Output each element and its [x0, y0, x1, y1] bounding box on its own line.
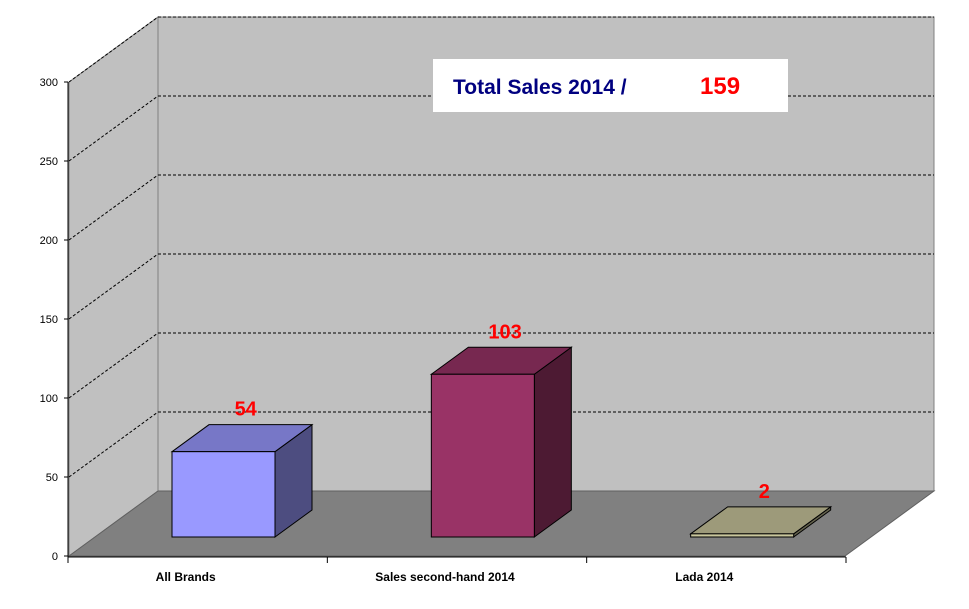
category-label-1: Sales second-hand 2014: [375, 570, 515, 584]
y-tick-label-3: 150: [40, 314, 58, 326]
bar-front-1: [430, 373, 535, 538]
y-tick-label-2: 100: [40, 393, 58, 405]
bar-front-2: [690, 533, 795, 538]
bar-front-0: [171, 451, 276, 538]
y-tick-label-6: 300: [40, 77, 58, 89]
y-tick-label-1: 50: [46, 472, 58, 484]
data-label-0: 54: [235, 399, 258, 421]
data-labels: 54 103 2: [235, 321, 770, 503]
y-tick-label-0: 0: [52, 551, 58, 563]
gridline-diagonal-5: [68, 95, 159, 162]
bars: [170, 346, 833, 538]
bar-2: [689, 505, 833, 538]
bar-side-1: [533, 346, 572, 538]
title-box: Total Sales 2014 / 159: [433, 59, 788, 112]
data-label-2: 2: [759, 481, 770, 503]
total-value: 159: [700, 73, 740, 100]
y-tick-label-4: 200: [40, 235, 58, 247]
category-label-2: Lada 2014: [675, 570, 733, 584]
gridline-diagonal-3: [68, 253, 159, 320]
category-labels: All Brands Sales second-hand 2014 Lada 201…: [67, 557, 847, 584]
gridline-diagonal-1: [68, 411, 159, 478]
chart-title: Total Sales 2014 /: [453, 76, 627, 99]
title-background: [433, 59, 788, 112]
gridline-diagonal-4: [68, 174, 159, 241]
gridline-diagonal-2: [68, 332, 159, 399]
bar-0: [170, 423, 314, 538]
gridline-diagonal-6: [68, 16, 159, 83]
bar-1: [429, 346, 573, 538]
y-ticks: 0 50 100 150 200 250 300: [40, 77, 68, 563]
data-label-1: 103: [488, 321, 521, 343]
y-tick-label-5: 250: [40, 156, 58, 168]
category-label-0: All Brands: [156, 570, 216, 584]
